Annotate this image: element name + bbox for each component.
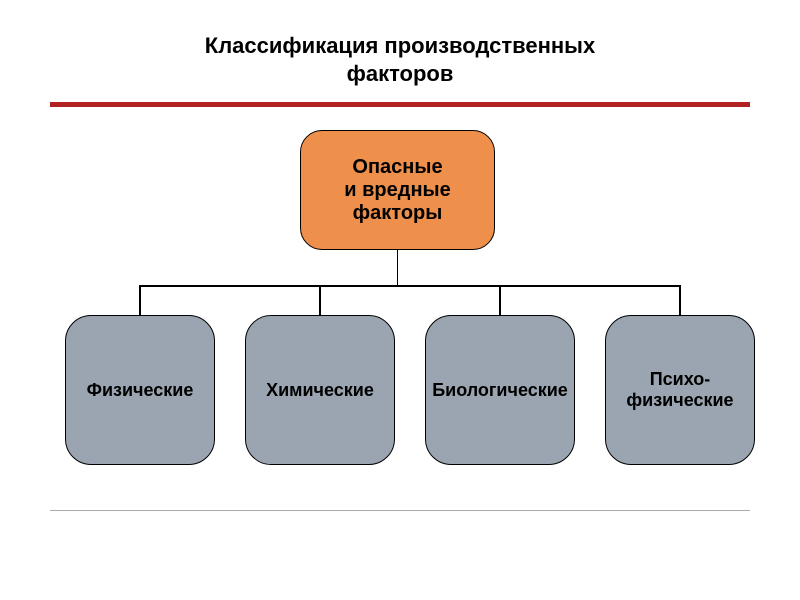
leaf-label: Психо- физические [626, 369, 733, 411]
title-line-1: Классификация производственных [0, 32, 800, 60]
root-node-dangerous-factors: Опасные и вредные факторы [300, 130, 495, 250]
leaf-label: Физические [87, 380, 194, 401]
leaf-node-psychophysical: Психо- физические [605, 315, 755, 465]
connector-root-drop [397, 250, 399, 285]
leaf-node-physical: Физические [65, 315, 215, 465]
leaf-label: Биологические [432, 380, 568, 401]
leaf-node-chemical: Химические [245, 315, 395, 465]
page-title: Классификация производственных факторов [0, 32, 800, 87]
connector-child-drop [499, 285, 501, 315]
red-divider [50, 102, 750, 107]
connector-child-drop [139, 285, 141, 315]
connector-bus [139, 285, 681, 287]
leaf-node-biological: Биологические [425, 315, 575, 465]
connector-child-drop [679, 285, 681, 315]
root-node-label: Опасные и вредные факторы [344, 156, 450, 225]
gray-underline [50, 510, 750, 511]
title-line-2: факторов [0, 60, 800, 88]
connector-child-drop [319, 285, 321, 315]
leaf-label: Химические [266, 380, 374, 401]
